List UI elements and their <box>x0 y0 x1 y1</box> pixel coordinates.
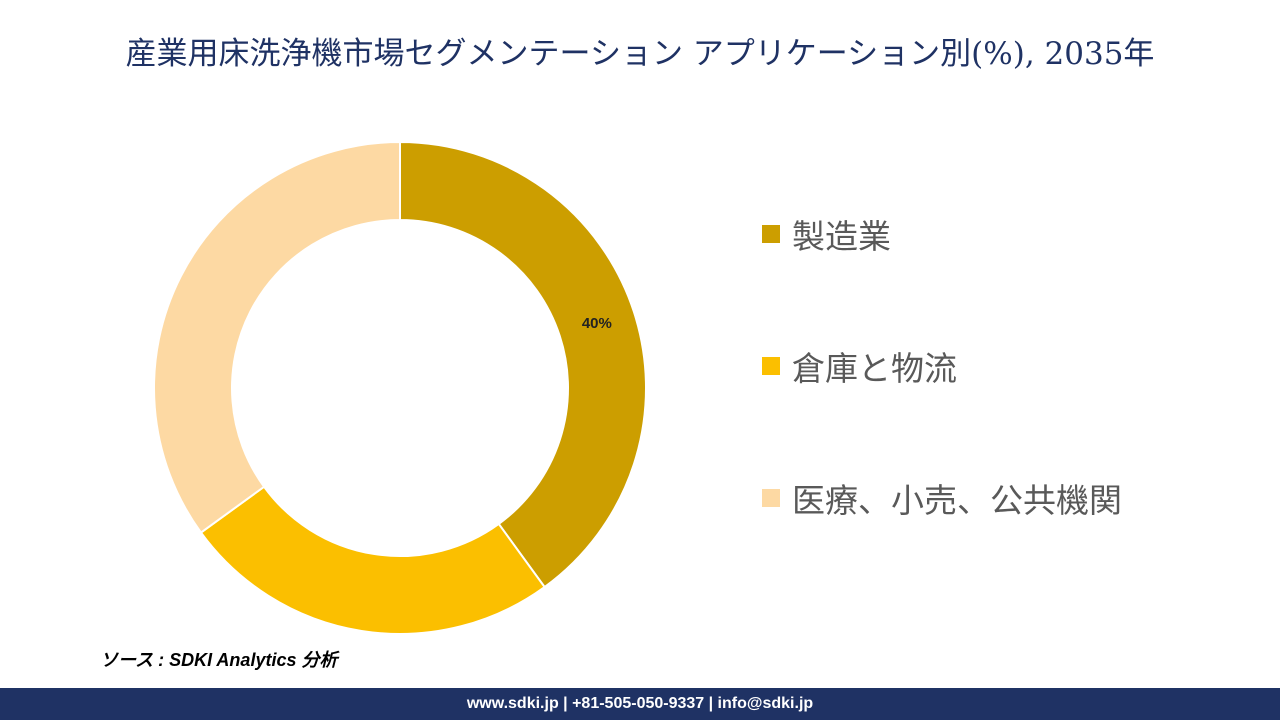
legend-swatch-healthcare-retail-public <box>762 489 780 507</box>
source-note: ソース : SDKI Analytics 分析 <box>100 650 338 670</box>
legend-label-warehouse-logistics: 倉庫と物流 <box>792 349 957 388</box>
chart-title: 産業用床洗浄機市場セグメンテーション アプリケーション別(%), 2035年 <box>125 36 1155 72</box>
slice-warehouse-logistics <box>199 485 546 635</box>
data-label-manufacturing: 40% <box>582 315 612 332</box>
legend-swatch-warehouse-logistics <box>762 357 780 375</box>
slice-healthcare-retail-public <box>153 140 401 534</box>
footer-contact: www.sdki.jp | +81-505-050-9337 | info@sd… <box>466 695 814 712</box>
legend-label-healthcare-retail-public: 医療、小売、公共機関 <box>792 481 1122 520</box>
legend-swatch-manufacturing <box>762 225 780 243</box>
legend-item-healthcare-retail-public: 医療、小売、公共機関 <box>762 474 1122 522</box>
slice-manufacturing <box>399 140 647 589</box>
legend-item-warehouse-logistics: 倉庫と物流 <box>762 342 957 390</box>
footer-bar: www.sdki.jp | +81-505-050-9337 | info@sd… <box>0 688 1280 720</box>
legend-label-manufacturing: 製造業 <box>792 217 891 256</box>
legend-item-manufacturing: 製造業 <box>762 210 891 258</box>
